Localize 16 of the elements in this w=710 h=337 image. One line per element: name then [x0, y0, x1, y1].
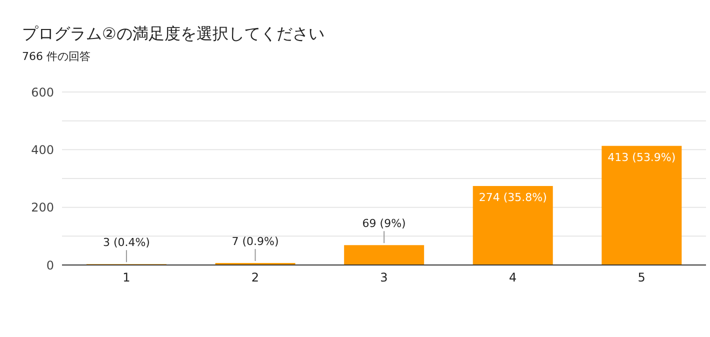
- x-tick-label: 2: [251, 270, 260, 285]
- data-label: 274 (35.8%): [478, 190, 547, 204]
- x-tick-label: 3: [380, 270, 388, 285]
- y-tick-label: 600: [31, 85, 54, 100]
- x-tick-label: 5: [638, 270, 646, 285]
- y-tick-label: 400: [31, 142, 54, 157]
- data-label: 3 (0.4%): [102, 236, 150, 250]
- y-tick-label: 200: [31, 200, 54, 215]
- data-label: 69 (9%): [362, 217, 406, 230]
- x-tick-label: 4: [508, 270, 517, 285]
- y-tick-label: 0: [46, 258, 54, 272]
- chart-title: プログラム②の満足度を選択してください: [22, 24, 324, 45]
- x-tick-label: 1: [122, 270, 130, 285]
- data-label: 413 (53.9%): [608, 150, 676, 164]
- data-label: 7 (0.9%): [232, 234, 279, 248]
- chart-subtitle: 766 件の回答: [22, 49, 90, 64]
